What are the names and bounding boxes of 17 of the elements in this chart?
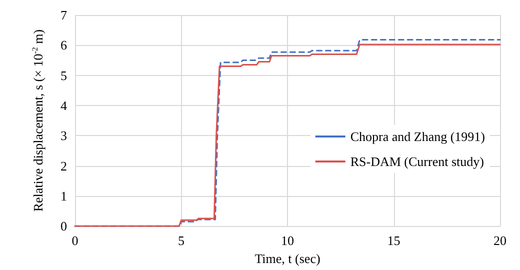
x-tick-label: 20 [494, 233, 506, 248]
y-tick-label: 6 [60, 38, 68, 53]
x-axis-title: Time, t (sec) [254, 251, 320, 266]
x-tick-label: 10 [281, 233, 294, 248]
y-tick-label: 2 [60, 158, 67, 174]
y-tick-label: 3 [60, 128, 67, 144]
y-tick-label: 4 [60, 98, 68, 113]
y-tick-label: 1 [60, 188, 67, 204]
x-tick-label: 0 [72, 233, 78, 248]
legend-label: Chopra and Zhang (1991) [350, 129, 486, 144]
y-tick-label: 7 [60, 8, 68, 22]
legend-label: RS-DAM (Current study) [350, 154, 484, 169]
y-axis-title: Relative displacement, s (× 10-2 m) [30, 29, 46, 212]
x-tick-label: 5 [178, 233, 184, 248]
y-tick-label: 5 [60, 68, 67, 83]
y-tick-label: 0 [60, 218, 67, 234]
x-tick-label: 15 [387, 233, 400, 248]
